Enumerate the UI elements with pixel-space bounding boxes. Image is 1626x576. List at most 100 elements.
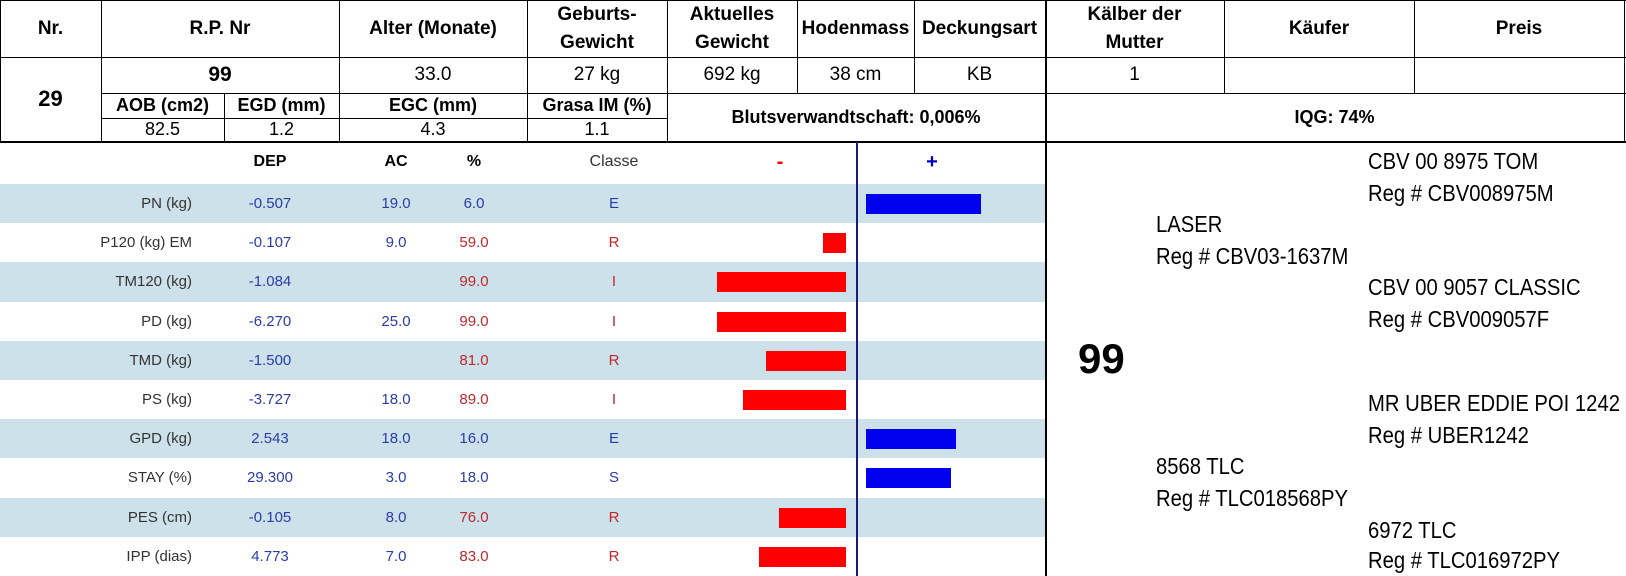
- classe-value: R: [608, 351, 620, 369]
- aob-label: AOB (cm2): [115, 95, 209, 115]
- minus-header: -: [776, 150, 784, 173]
- dep-header: DEP: [253, 153, 287, 170]
- table-row: [0, 340, 1045, 380]
- iqg: IQG: 74%: [1294, 106, 1375, 127]
- classe-value: E: [608, 195, 619, 213]
- dam-sire-reg: Reg # UBER1242: [1368, 422, 1529, 448]
- dep-value: 2.543: [251, 430, 289, 448]
- aob-value: 82.5: [144, 119, 181, 139]
- classe-value: E: [608, 430, 619, 448]
- sire-dam-name: CBV 00 9057 CLASSIC: [1368, 274, 1581, 300]
- header-rp-nr: R.P. Nr: [189, 17, 251, 39]
- ac-value: 19.0: [381, 195, 411, 213]
- animal-kaelber: 1: [1129, 64, 1140, 85]
- trait-label: PS (kg): [141, 391, 192, 409]
- ac-value: 3.0: [385, 469, 407, 487]
- positive-bar: [866, 429, 956, 450]
- animal-kaeufer: [1224, 57, 1414, 93]
- trait-label: GPD (kg): [129, 430, 192, 448]
- egd-label: EGD (mm): [237, 95, 326, 115]
- dam-reg: Reg # TLC018568PY: [1156, 485, 1349, 511]
- header-preis: Preis: [1495, 17, 1543, 39]
- ac-header: AC: [384, 153, 408, 170]
- negative-bar: [823, 233, 846, 254]
- dep-value: -1.084: [248, 273, 292, 291]
- negative-bar: [717, 272, 846, 293]
- animal-deckungsart: KB: [966, 64, 993, 85]
- ac-value: 9.0: [385, 234, 407, 252]
- pct-value: 76.0: [459, 508, 489, 526]
- trait-label: PES (cm): [127, 508, 192, 526]
- pct-value: 99.0: [459, 312, 489, 330]
- pct-value: 59.0: [459, 234, 489, 252]
- grasa-label: Grasa IM (%): [542, 95, 652, 115]
- egc-label: EGC (mm): [388, 95, 477, 115]
- table-row: [0, 262, 1045, 302]
- animal-rp-nr: 99: [208, 63, 232, 86]
- sire-name: LASER: [1156, 211, 1223, 237]
- negative-bar: [779, 507, 846, 528]
- dep-value: 29.300: [247, 469, 293, 487]
- negative-bar: [742, 390, 846, 410]
- sire-dam-reg: Reg # CBV009057F: [1368, 306, 1550, 332]
- ac-value: 25.0: [381, 312, 411, 330]
- dam-sire-name: MR UBER EDDIE POI 1242: [1368, 390, 1620, 416]
- classe-value: I: [611, 391, 617, 409]
- animal-hodenmass: 38 cm: [829, 64, 882, 85]
- classe-value: S: [608, 469, 619, 487]
- animal-nr: 29: [38, 86, 63, 111]
- negative-bar: [765, 350, 846, 371]
- dam-dam-reg: Reg # TLC016972PY: [1368, 547, 1561, 573]
- classe-value: I: [611, 312, 617, 330]
- pct-value: 99.0: [459, 273, 489, 291]
- header-kaelber: Kälber der Mutter: [1087, 3, 1182, 53]
- header-hodenmass: Hodenmass: [801, 17, 910, 39]
- trait-label: STAY (%): [127, 469, 192, 487]
- zero-axis: [856, 142, 858, 576]
- pct-value: 18.0: [459, 469, 489, 487]
- ac-value: 18.0: [381, 430, 411, 448]
- header-alter: Alter (Monate): [369, 17, 497, 39]
- header-aktuelles-gewicht: Aktuelles Gewicht: [689, 3, 775, 53]
- trait-label: PN (kg): [141, 195, 192, 213]
- pct-value: 83.0: [459, 547, 489, 565]
- pct-value: 89.0: [459, 391, 489, 409]
- classe-header: Classe: [589, 153, 639, 170]
- sire-sire-reg: Reg # CBV008975M: [1368, 180, 1554, 206]
- pct-header: %: [466, 153, 482, 170]
- blutsverwandtschaft: Blutsverwandtschaft: 0,006%: [731, 106, 981, 127]
- positive-bar: [866, 194, 981, 214]
- dam-name: 8568 TLC: [1156, 453, 1245, 479]
- dep-value: -1.500: [248, 351, 292, 369]
- dep-value: -6.270: [248, 312, 292, 330]
- trait-label: P120 (kg) EM: [100, 234, 192, 252]
- dep-value: 4.773: [251, 547, 289, 565]
- pedigree-animal: 99: [1078, 335, 1125, 382]
- dep-value: -3.727: [248, 391, 292, 409]
- pct-value: 6.0: [463, 195, 485, 213]
- dep-value: -0.107: [248, 234, 292, 252]
- trait-label: PD (kg): [141, 312, 192, 330]
- classe-value: R: [608, 508, 620, 526]
- plus-header: +: [926, 150, 938, 173]
- header-nr: Nr.: [37, 17, 64, 39]
- trait-label: IPP (dias): [126, 547, 192, 565]
- dep-table: DEP AC % Classe - + PN (kg) -0.507 19.0 6.0…: [0, 142, 1046, 576]
- pct-value: 81.0: [459, 351, 489, 369]
- egc-value: 4.3: [420, 119, 446, 139]
- ac-value: 8.0: [385, 508, 407, 526]
- classe-value: I: [611, 273, 617, 291]
- dep-value: -0.105: [248, 508, 292, 526]
- ac-value: [356, 262, 436, 301]
- classe-value: R: [608, 234, 620, 252]
- animal-geburtsgewicht: 27 kg: [573, 64, 621, 85]
- animal-preis: [1414, 57, 1624, 93]
- sire-reg: Reg # CBV03-1637M: [1156, 243, 1349, 269]
- negative-bar: [717, 311, 846, 332]
- dep-value: -0.507: [248, 195, 292, 213]
- classe-value: R: [608, 547, 620, 565]
- table-row: [0, 497, 1045, 537]
- dam-dam-name: 6972 TLC: [1368, 517, 1457, 543]
- ac-value: 7.0: [385, 547, 407, 565]
- header-deckungsart: Deckungsart: [921, 17, 1038, 39]
